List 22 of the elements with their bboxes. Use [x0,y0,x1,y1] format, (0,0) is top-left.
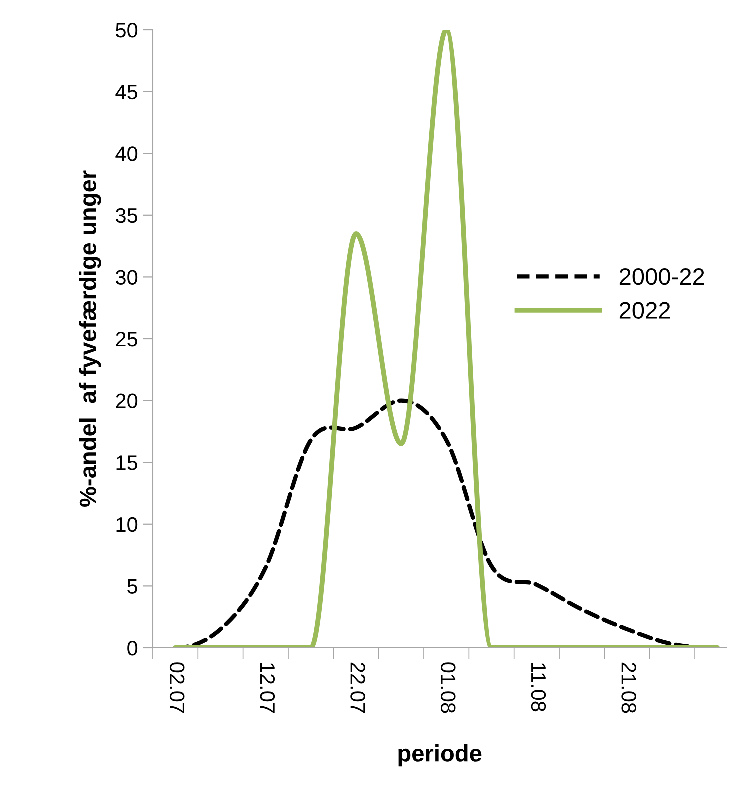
line-series [173,30,720,648]
y-tick-label: 5 [128,579,138,594]
x-tick-label: 12.07 [260,663,276,713]
x-axis-title: periode [398,744,482,767]
y-tick-label: 0 [128,640,138,656]
y-tick-label: 35 [116,208,138,224]
y-tick-label: 10 [116,517,138,532]
y-tick-label: 30 [116,270,138,285]
x-tick-label: 11.08 [531,663,546,712]
legend-label: 2022 [620,302,670,319]
y-tick-label: 40 [116,146,138,162]
y-tick-label: 45 [116,85,138,100]
y-axis-title: %-andel af fyvefærdige unger [79,170,102,507]
x-tick-label: 01.08 [440,662,456,714]
y-tick-label: 15 [116,456,138,470]
x-tick-label: 22.07 [350,662,366,713]
y-tick-label: 25 [116,332,138,347]
y-tick-label: 50 [116,23,138,38]
x-tick-label: 02.07 [170,662,185,713]
legend-label: 2000-22 [620,268,704,286]
y-tick-label: 20 [116,394,138,409]
x-tick-label: 21.08 [622,662,636,714]
